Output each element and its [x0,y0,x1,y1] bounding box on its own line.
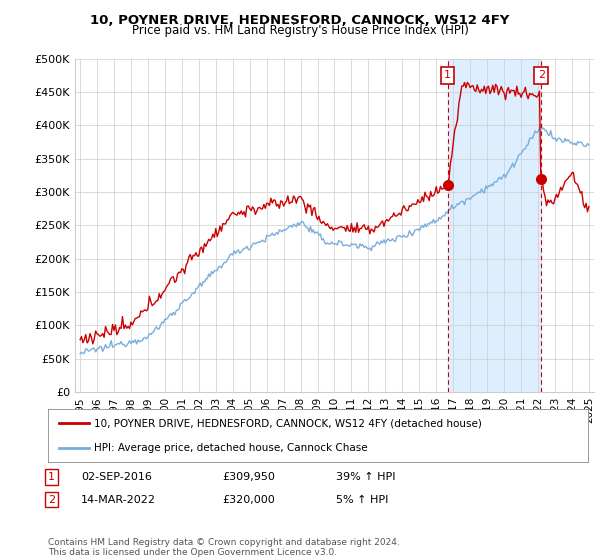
Text: 2: 2 [538,71,545,81]
Text: £320,000: £320,000 [222,494,275,505]
Text: 2: 2 [48,494,55,505]
Text: 1: 1 [48,472,55,482]
Text: 14-MAR-2022: 14-MAR-2022 [81,494,156,505]
Text: 02-SEP-2016: 02-SEP-2016 [81,472,152,482]
Text: £309,950: £309,950 [222,472,275,482]
Text: Contains HM Land Registry data © Crown copyright and database right 2024.
This d: Contains HM Land Registry data © Crown c… [48,538,400,557]
Text: Price paid vs. HM Land Registry's House Price Index (HPI): Price paid vs. HM Land Registry's House … [131,24,469,37]
Text: 10, POYNER DRIVE, HEDNESFORD, CANNOCK, WS12 4FY: 10, POYNER DRIVE, HEDNESFORD, CANNOCK, W… [91,14,509,27]
Text: HPI: Average price, detached house, Cannock Chase: HPI: Average price, detached house, Cann… [94,442,368,452]
Text: 10, POYNER DRIVE, HEDNESFORD, CANNOCK, WS12 4FY (detached house): 10, POYNER DRIVE, HEDNESFORD, CANNOCK, W… [94,418,482,428]
Text: 5% ↑ HPI: 5% ↑ HPI [336,494,388,505]
Text: 39% ↑ HPI: 39% ↑ HPI [336,472,395,482]
Text: 1: 1 [444,71,451,81]
Bar [448,59,541,392]
